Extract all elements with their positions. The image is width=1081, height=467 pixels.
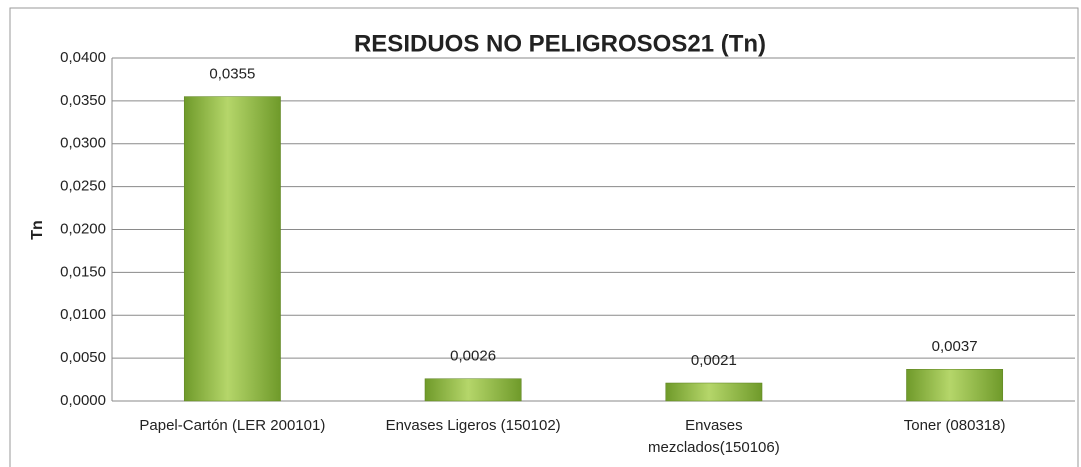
- bar: [906, 369, 1004, 402]
- bar: [183, 96, 281, 402]
- y-tick-label: 0,0050: [60, 349, 106, 366]
- y-tick-label: 0,0000: [60, 392, 106, 409]
- x-tick-label: Envases mezclados(150106): [648, 417, 780, 456]
- y-axis-label: Tn: [29, 220, 46, 240]
- bar: [665, 382, 763, 402]
- value-label: 0,0021: [691, 352, 737, 369]
- x-tick-label-box: Papel-Cartón (LER 200101): [139, 417, 326, 434]
- y-tick-label: 0,0400: [60, 49, 106, 66]
- value-label: 0,0026: [450, 348, 496, 365]
- x-tick-label: Papel-Cartón (LER 200101): [139, 417, 326, 434]
- x-tick-label-box: Toner (080318): [903, 417, 1006, 434]
- bar: [424, 378, 522, 402]
- y-tick-label: 0,0250: [60, 178, 106, 195]
- y-tick-label: 0,0100: [60, 306, 106, 323]
- y-tick-label: 0,0350: [60, 92, 106, 109]
- x-tick-label: Toner (080318): [903, 417, 1006, 434]
- value-label: 0,0355: [209, 66, 255, 83]
- chart-title: RESIDUOS NO PELIGROSOS21 (Tn): [354, 30, 766, 57]
- y-tick-label: 0,0300: [60, 135, 106, 152]
- value-label: 0,0037: [932, 338, 978, 355]
- x-tick-label-box: Envases mezclados(150106): [648, 417, 780, 456]
- x-tick-label: Envases Ligeros (150102): [385, 417, 561, 434]
- y-tick-label: 0,0200: [60, 220, 106, 237]
- y-tick-label: 0,0150: [60, 263, 106, 280]
- x-tick-label-box: Envases Ligeros (150102): [385, 417, 561, 434]
